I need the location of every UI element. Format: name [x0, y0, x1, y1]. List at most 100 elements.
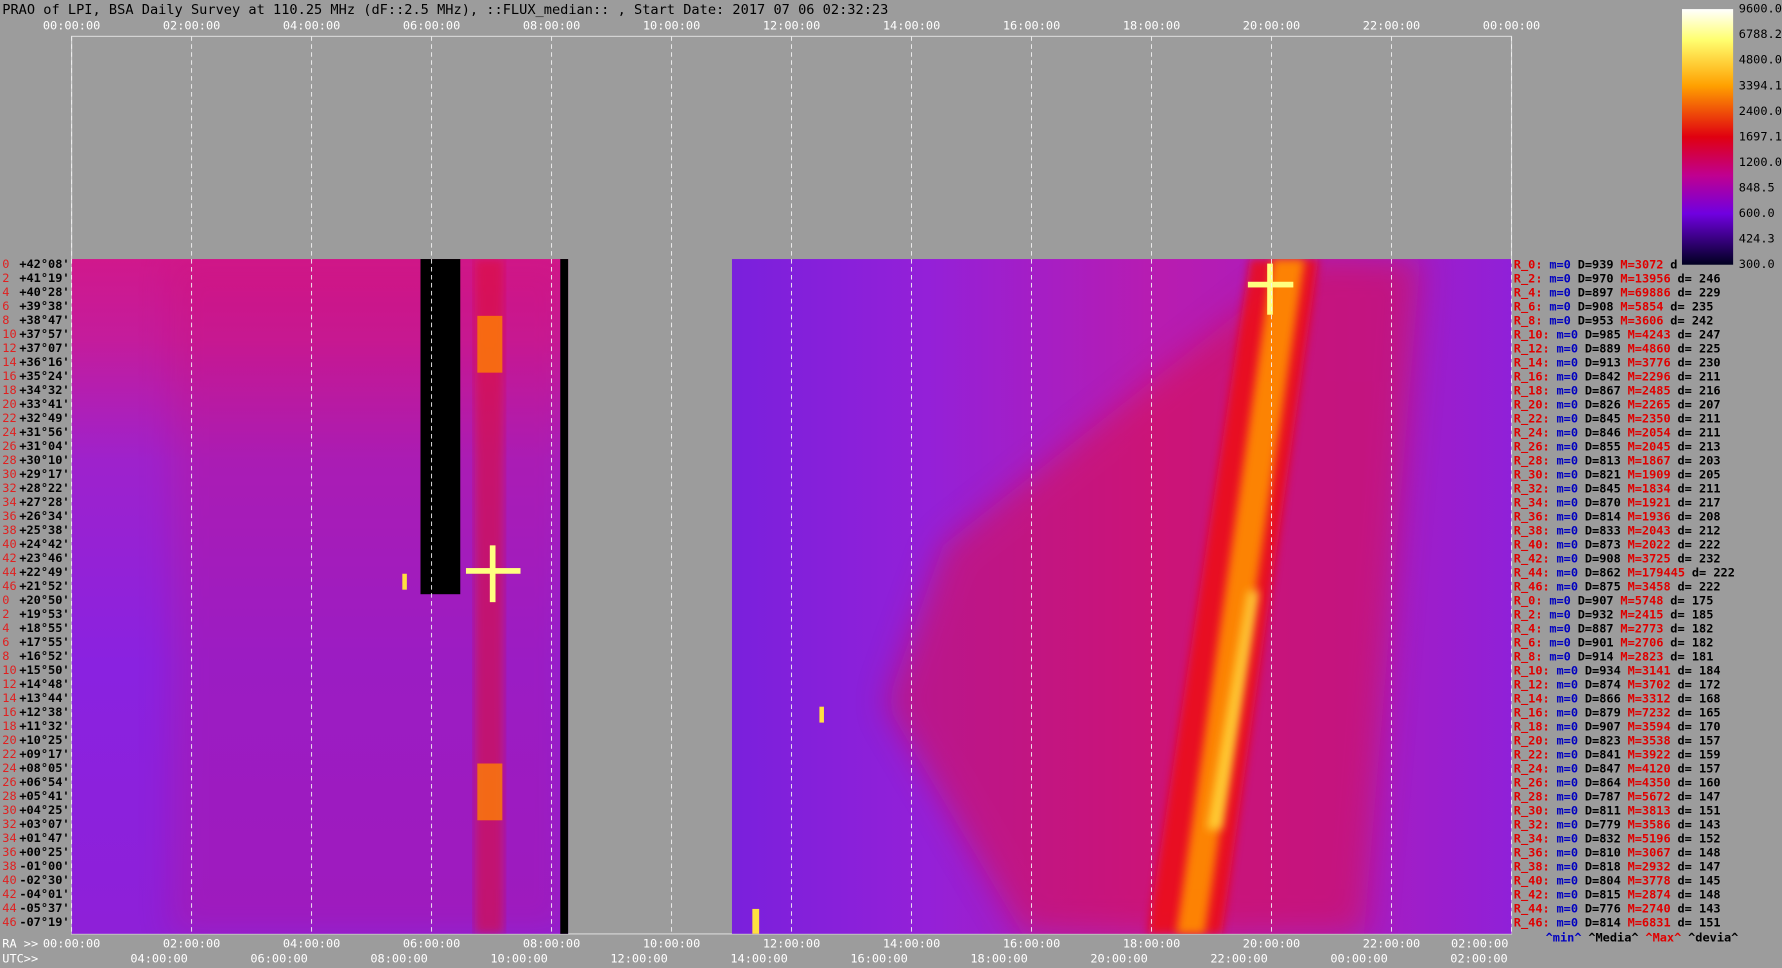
- stat-dev: d= 143: [1677, 817, 1720, 831]
- row-index: 16: [2, 705, 16, 719]
- stat-max: M=4120: [1628, 761, 1671, 775]
- stat-min: m=0: [1557, 775, 1579, 789]
- row-index: 14: [2, 355, 16, 369]
- stat-label: R_46:: [1514, 579, 1550, 594]
- stat-min: m=0: [1557, 859, 1579, 873]
- stat-dev: d= 185: [1670, 607, 1713, 621]
- colorbar-label: 4800.0: [1739, 53, 1782, 67]
- stat-min: m=0: [1549, 649, 1571, 663]
- row-stats: R_4: m=0 D=897 M=69886 d= 229: [1514, 285, 1721, 300]
- stat-max: M=4243: [1628, 327, 1671, 341]
- stat-dev: d= 160: [1677, 775, 1720, 789]
- legend-item: ^devia^: [1688, 930, 1738, 944]
- row-stats: R_22: m=0 D=845 M=2350 d= 211: [1514, 411, 1721, 426]
- stat-max: M=3594: [1628, 719, 1671, 733]
- row-index: 0: [2, 257, 9, 271]
- stat-median: D=889: [1585, 341, 1621, 355]
- stat-min: m=0: [1557, 579, 1579, 593]
- stat-label: R_34:: [1514, 831, 1550, 846]
- stat-label: R_20:: [1514, 397, 1550, 412]
- row-stats: R_4: m=0 D=887 M=2773 d= 182: [1514, 621, 1714, 636]
- colorbar-label: 6788.2: [1739, 27, 1782, 41]
- declination: +10°25': [19, 733, 69, 747]
- row-stats: R_6: m=0 D=901 M=2706 d= 182: [1514, 635, 1714, 650]
- declination: +37°57': [19, 327, 69, 341]
- stat-min: m=0: [1557, 831, 1579, 845]
- colorbar-label: 1200.0: [1739, 155, 1782, 169]
- declination: +37°07': [19, 341, 69, 355]
- stat-median: D=846: [1585, 425, 1621, 439]
- stat-min: m=0: [1557, 509, 1579, 523]
- stat-max: M=3072: [1620, 257, 1663, 271]
- row-index: 6: [2, 635, 9, 649]
- row-stats: R_38: m=0 D=833 M=2043 d= 212: [1514, 523, 1721, 538]
- stat-min: m=0: [1557, 425, 1579, 439]
- utc-label: 06:00:00: [250, 951, 307, 965]
- stat-min: m=0: [1557, 355, 1579, 369]
- ra-label: 16:00:00: [1003, 937, 1060, 951]
- stat-max: M=5748: [1620, 593, 1663, 607]
- row-stats: R_46: m=0 D=814 M=6831 d= 151: [1514, 915, 1721, 930]
- stat-label: R_12:: [1514, 341, 1550, 356]
- row-index: 32: [2, 817, 16, 831]
- row-index: 38: [2, 523, 16, 537]
- stat-median: D=870: [1585, 495, 1621, 509]
- stat-min: m=0: [1557, 523, 1579, 537]
- row-index: 20: [2, 733, 16, 747]
- stat-max: M=5672: [1628, 789, 1671, 803]
- stat-min: m=0: [1549, 313, 1571, 327]
- stat-max: M=3458: [1628, 579, 1671, 593]
- ra-label: 12:00:00: [763, 937, 820, 951]
- row-index: 8: [2, 649, 9, 663]
- stat-dev: d= 212: [1677, 523, 1720, 537]
- row-index: 34: [2, 831, 16, 845]
- stat-label: R_6:: [1514, 299, 1543, 314]
- row-stats: R_30: m=0 D=821 M=1909 d= 205: [1514, 467, 1721, 482]
- stat-dev: d= 222: [1677, 579, 1720, 593]
- stat-min: m=0: [1557, 369, 1579, 383]
- stat-median: D=866: [1585, 691, 1621, 705]
- top-time-label: 06:00:00: [403, 19, 460, 33]
- stat-median: D=787: [1585, 789, 1621, 803]
- stat-median: D=867: [1585, 383, 1621, 397]
- row-stats: R_12: m=0 D=874 M=3702 d= 172: [1514, 677, 1721, 692]
- stat-dev: d= 222: [1692, 565, 1735, 579]
- stat-min: m=0: [1557, 887, 1579, 901]
- stat-dev: d= 232: [1677, 551, 1720, 565]
- stat-dev: d= 229: [1677, 285, 1720, 299]
- stat-label: R_12:: [1514, 677, 1550, 692]
- row-index: 42: [2, 551, 16, 565]
- row-stats: R_2: m=0 D=932 M=2415 d= 185: [1514, 607, 1714, 622]
- stat-label: R_24:: [1514, 761, 1550, 776]
- stat-min: m=0: [1549, 285, 1571, 299]
- stat-label: R_26:: [1514, 775, 1550, 790]
- stat-median: D=841: [1585, 747, 1621, 761]
- stat-min: m=0: [1557, 789, 1579, 803]
- stat-max: M=4860: [1628, 341, 1671, 355]
- declination: +09°17': [19, 747, 69, 761]
- row-index: 12: [2, 341, 16, 355]
- row-stats: R_18: m=0 D=867 M=2485 d= 216: [1514, 383, 1721, 398]
- row-index: 0: [2, 593, 9, 607]
- stat-dev: d= 159: [1677, 747, 1720, 761]
- row-index: 2: [2, 271, 9, 285]
- stat-dev: d= 148: [1677, 845, 1720, 859]
- row-stats: R_44: m=0 D=776 M=2740 d= 143: [1514, 901, 1721, 916]
- row-stats: R_24: m=0 D=846 M=2054 d= 211: [1514, 425, 1721, 440]
- stat-min: m=0: [1557, 663, 1579, 677]
- row-stats: R_16: m=0 D=879 M=7232 d= 165: [1514, 705, 1721, 720]
- stat-median: D=821: [1585, 467, 1621, 481]
- utc-label: 20:00:00: [1090, 951, 1147, 965]
- stat-label: R_32:: [1514, 817, 1550, 832]
- stat-median: D=814: [1585, 509, 1621, 523]
- top-time-label: 18:00:00: [1123, 19, 1180, 33]
- top-time-label: 08:00:00: [523, 19, 580, 33]
- stat-max: M=3778: [1628, 873, 1671, 887]
- stat-dev: d= 208: [1677, 509, 1720, 523]
- stat-max: M=1921: [1628, 495, 1671, 509]
- ra-label: 14:00:00: [883, 937, 940, 951]
- gap-stripe: [560, 259, 569, 934]
- legend-item: ^Max^: [1645, 930, 1681, 944]
- colorbar-label: 3394.1: [1739, 78, 1782, 92]
- utc-label: 16:00:00: [850, 951, 907, 965]
